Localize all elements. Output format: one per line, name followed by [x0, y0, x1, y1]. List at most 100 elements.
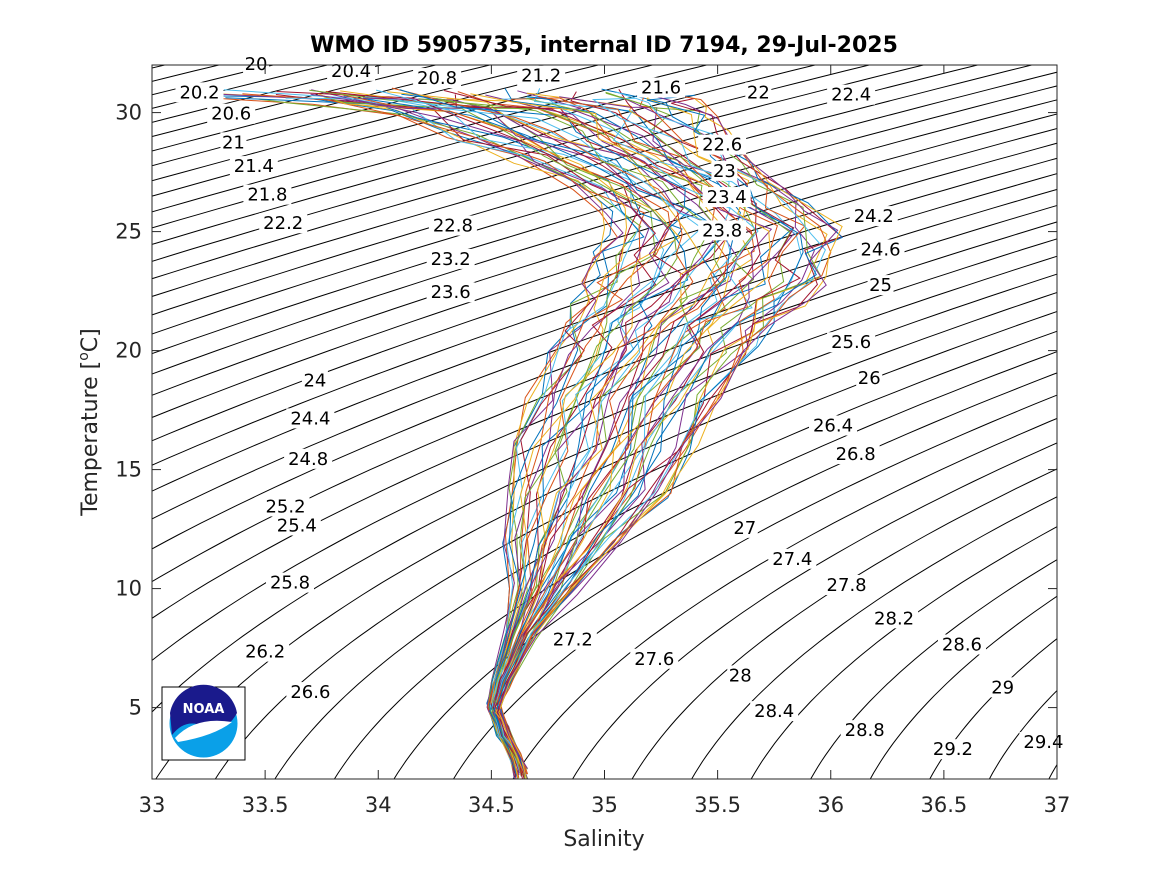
contour-label-14: 23 [713, 161, 736, 182]
x-tick-label-1: 33.5 [242, 793, 289, 817]
contour-line-11 [152, 65, 547, 167]
contour-line-21 [152, 71, 1057, 335]
y-axis-label-end: C] [78, 328, 103, 352]
contour-label-bg-44 [727, 665, 754, 686]
contour-label-44: 28 [729, 665, 752, 686]
contour-label-bg-29 [284, 448, 333, 469]
contour-label-bg-32 [266, 572, 315, 593]
contour-label-28: 24.4 [290, 408, 330, 429]
contour-label-bg-2 [413, 68, 462, 89]
contour-label-bg-30 [261, 496, 310, 517]
contour-label-37: 27.8 [827, 575, 867, 596]
contour-label-46: 28.8 [845, 720, 885, 741]
contour-label-29: 24.8 [288, 449, 328, 470]
contour-label-bg-7 [175, 82, 224, 103]
profile-line-47 [497, 97, 802, 769]
contour-line-23 [152, 99, 1057, 375]
contour-label-bg-15 [702, 187, 751, 208]
contour-label-bg-35 [731, 517, 758, 538]
x-tick-label-0: 33 [139, 793, 166, 817]
contour-label-bg-41 [1019, 732, 1068, 753]
contour-label-31: 25.4 [277, 515, 317, 536]
contour-label-19: 23.6 [431, 282, 471, 303]
contour-label-bg-19 [426, 282, 475, 303]
x-tick-label-2: 34 [365, 793, 392, 817]
contour-label-bg-21 [856, 239, 905, 260]
contour-line-25 [152, 128, 1057, 418]
contour-label-bg-39 [937, 634, 986, 655]
y-axis-label-main: Temperature [ [78, 361, 103, 517]
contour-label-36: 27.4 [772, 549, 812, 570]
contour-label-1: 20.4 [331, 61, 371, 82]
contour-label-bg-43 [630, 648, 679, 669]
contour-label-38: 28.2 [874, 608, 914, 629]
contour-label-6: 22.4 [831, 85, 871, 106]
contour-label-bg-5 [745, 82, 772, 103]
y-tick-label-3: 20 [115, 339, 142, 363]
contour-label-33: 26.2 [245, 642, 285, 663]
contour-label-bg-3 [517, 65, 566, 86]
contour-label-25: 26.4 [813, 416, 853, 437]
contour-label-24: 26 [858, 368, 881, 389]
contour-label-26: 26.8 [836, 444, 876, 465]
contour-label-bg-27 [301, 370, 328, 391]
y-tick-label-4: 25 [115, 220, 142, 244]
contour-label-bg-37 [822, 574, 871, 595]
contour-label-7: 20.2 [179, 82, 219, 103]
contour-label-21: 24.6 [860, 239, 900, 260]
contour-line-13 [152, 65, 655, 197]
contour-label-bg-20 [849, 206, 898, 227]
contour-label-bg-9 [220, 132, 247, 153]
profile-line-40 [496, 88, 759, 770]
contour-label-5: 22 [747, 82, 770, 103]
contour-label-11: 21.8 [247, 185, 287, 206]
contour-line-29 [152, 188, 1057, 520]
contour-line-32 [152, 238, 1057, 619]
contour-label-22: 25 [869, 275, 892, 296]
contour-line-39 [393, 372, 1057, 779]
y-tick-label-5: 30 [115, 101, 142, 125]
contour-line-44 [691, 496, 1057, 779]
contour-label-bg-1 [327, 60, 376, 81]
contour-label-bg-26 [831, 444, 880, 465]
contour-label-10: 21.4 [234, 156, 274, 177]
x-axis-ticks: 33 33.5 34 34.5 35 35.5 36 36.5 37 [139, 65, 1070, 817]
contour-label-bg-11 [243, 184, 292, 205]
isopycnal-labels: 20 20.4 20.8 21.2 21.6 22 22.4 20.220.6 21 21.4 21… [175, 53, 1068, 760]
y-tick-label-2: 15 [115, 458, 142, 482]
contour-label-9: 21 [222, 132, 245, 153]
contour-label-bg-34 [286, 682, 335, 703]
contour-line-46 [810, 559, 1057, 779]
x-tick-label-7: 36.5 [920, 793, 967, 817]
noaa-logo: NOAA [161, 684, 246, 761]
contour-line-41 [512, 417, 1057, 779]
contour-label-bg-12 [259, 213, 308, 234]
contour-line-33 [152, 255, 1057, 662]
contour-label-bg-4 [637, 77, 686, 98]
contour-label-27: 24 [303, 370, 326, 391]
contour-label-40: 29 [991, 677, 1014, 698]
contour-label-42: 27.2 [553, 630, 593, 651]
contour-line-24 [152, 113, 1057, 396]
contour-label-bg-25 [809, 415, 858, 436]
contour-label-3: 21.2 [521, 66, 561, 87]
contour-label-bg-13 [698, 134, 747, 155]
contour-label-bg-18 [426, 248, 475, 269]
contour-label-35: 27 [733, 518, 756, 539]
contour-label-4: 21.6 [641, 78, 681, 99]
x-tick-label-6: 36 [817, 793, 844, 817]
contour-label-bg-0 [243, 53, 270, 74]
contour-line-31 [152, 221, 1057, 583]
y-tick-label-0: 5 [129, 696, 142, 720]
contour-label-bg-8 [207, 103, 256, 124]
x-tick-label-4: 35 [591, 793, 618, 817]
contour-label-15: 23.4 [707, 187, 747, 208]
profile-line-56 [499, 94, 843, 779]
contour-line-26 [152, 142, 1057, 442]
contour-label-bg-22 [867, 275, 894, 296]
contour-label-bg-14 [711, 160, 738, 181]
profile-line-43 [496, 95, 779, 773]
contour-label-8: 20.6 [211, 104, 251, 125]
contour-label-bg-46 [840, 720, 889, 741]
